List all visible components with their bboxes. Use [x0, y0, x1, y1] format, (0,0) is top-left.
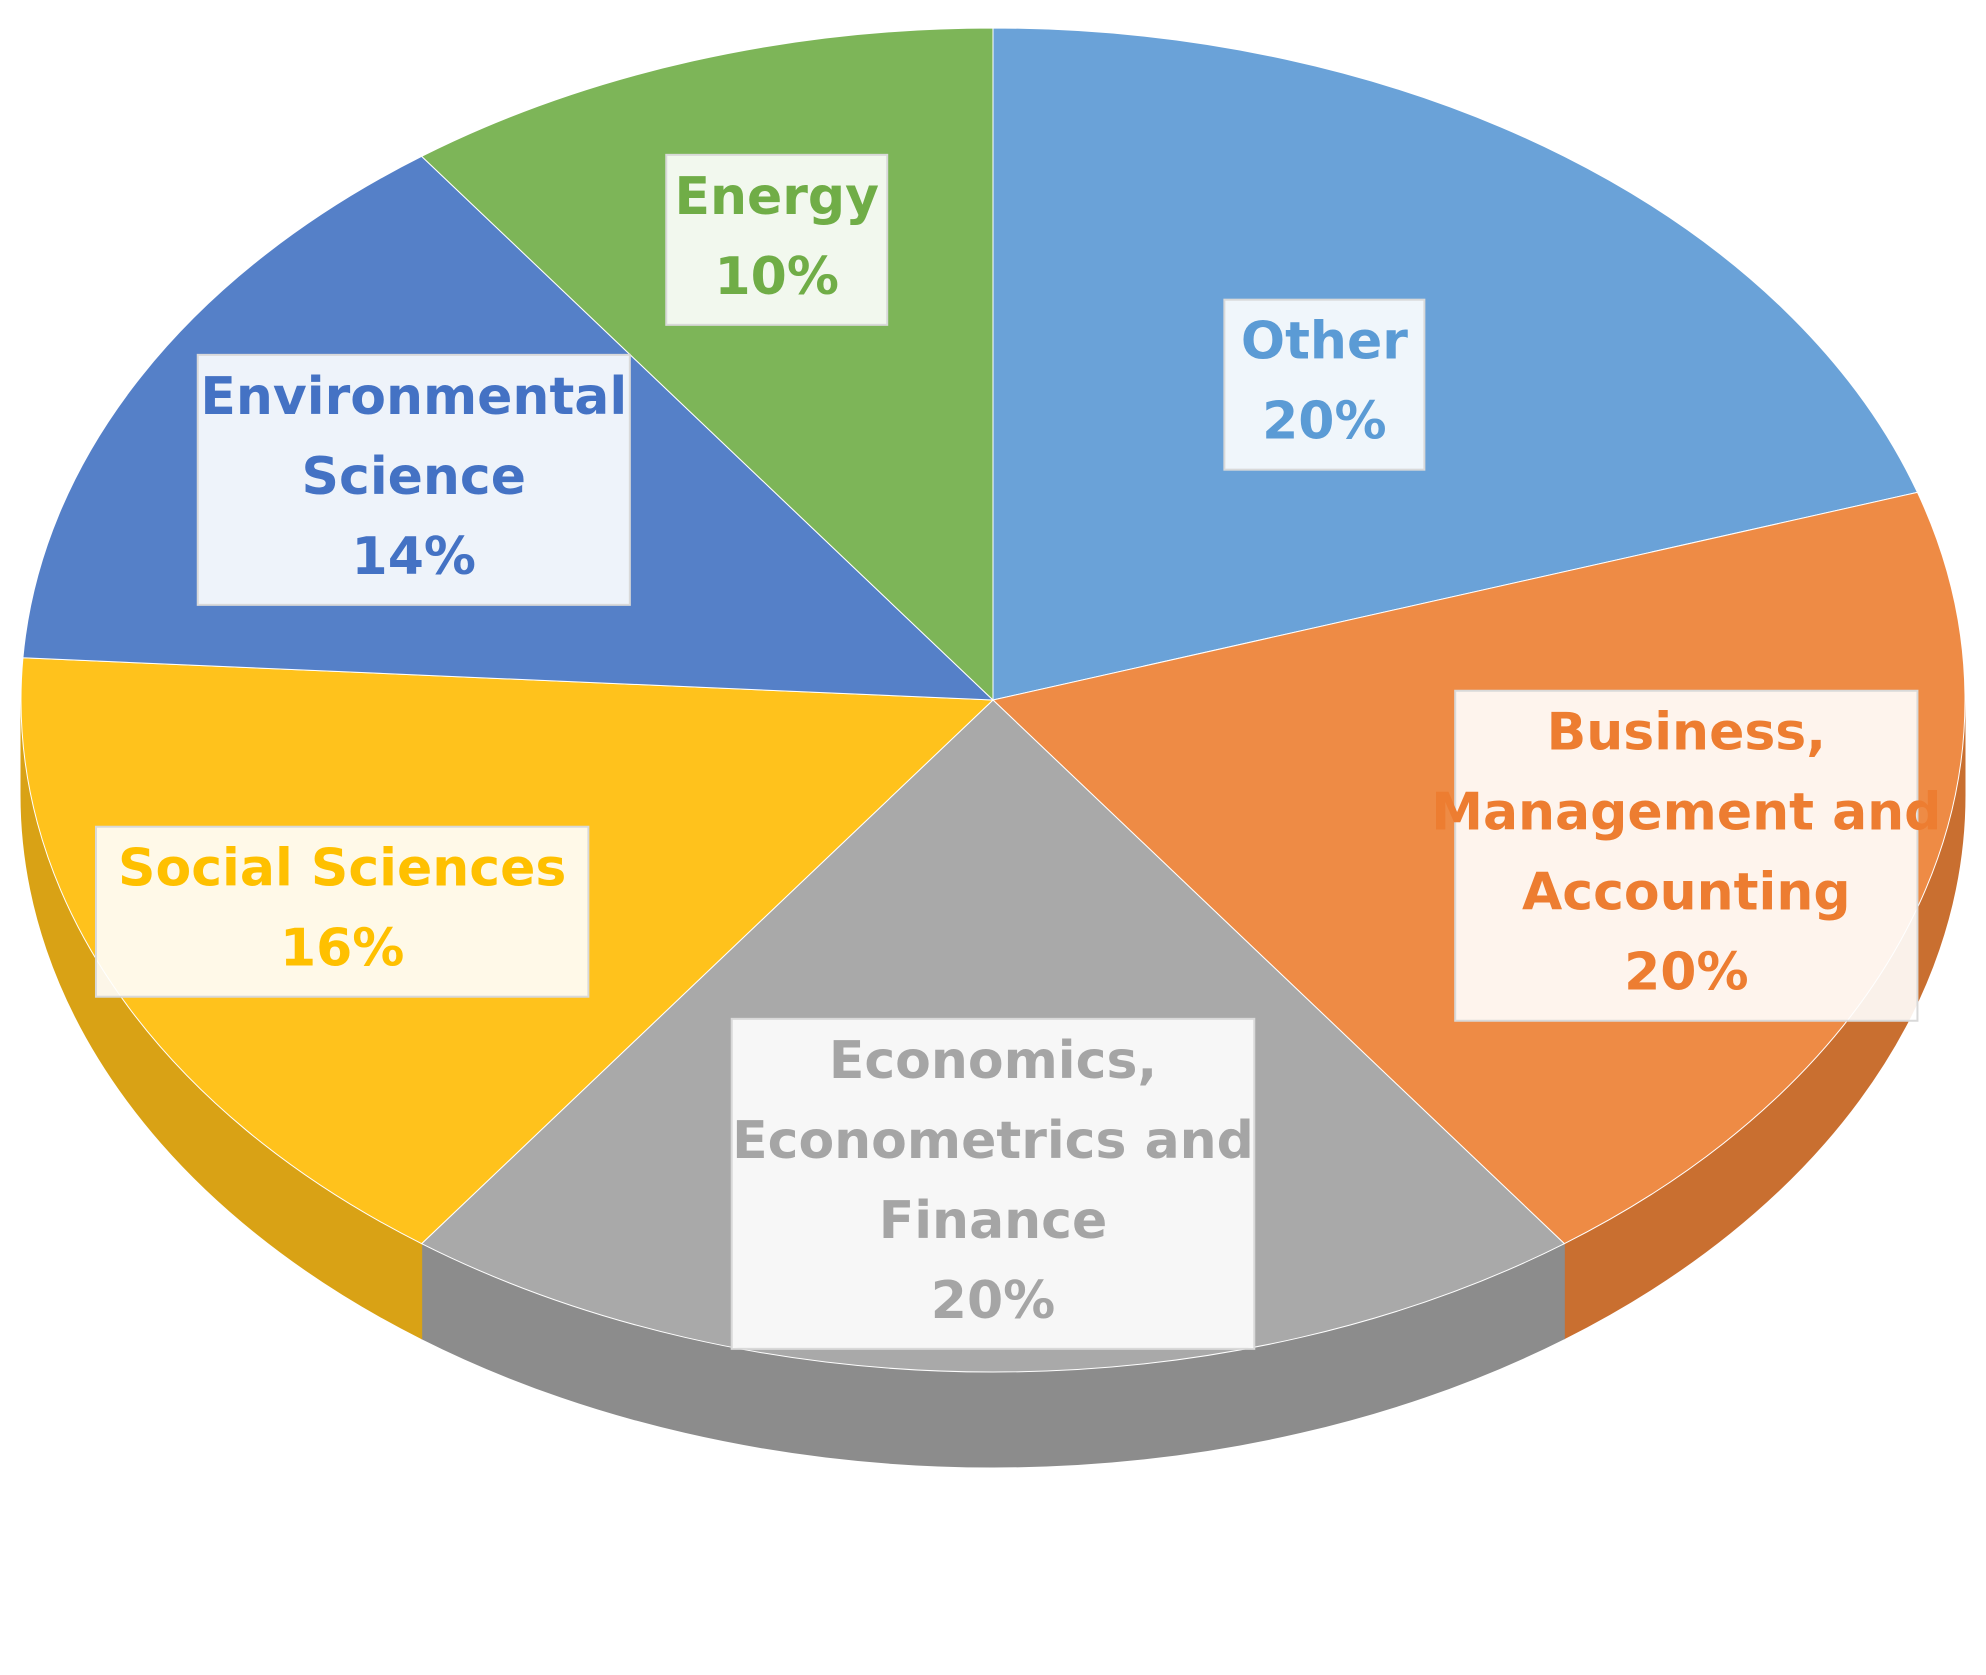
data-label-category: Finance [879, 1191, 1108, 1251]
data-label-category: Accounting [1522, 863, 1851, 923]
data-label-box [1454, 689, 1919, 1022]
data-label-value: 10% [715, 247, 839, 307]
data-label-category: Econometrics and [732, 1111, 1254, 1171]
data-label-box [730, 1017, 1256, 1350]
data-label-value: 14% [352, 527, 476, 587]
data-label-environmental-science: Environmental Science 14% [196, 353, 631, 606]
pie-labels: Other 20% Business, Management and Accountin… [94, 153, 1941, 1350]
pie-slice-other[interactable] [992, 27, 1919, 701]
data-label-economics-econometrics-and-finance: Economics, Econometrics and Finance 20% [730, 1017, 1256, 1350]
data-label-value: 20% [1262, 392, 1386, 452]
data-label-category: Management and [1431, 783, 1941, 843]
data-label-category: Environmental [200, 367, 627, 427]
data-label-value: 16% [280, 919, 404, 979]
data-label-value: 20% [1624, 943, 1748, 1003]
data-label-box [1223, 298, 1426, 471]
data-label-category: Science [302, 447, 526, 507]
data-label-other: Other 20% [1223, 298, 1426, 471]
data-label-box [665, 153, 889, 326]
data-label-category: Social Sciences [118, 839, 566, 899]
data-label-category: Business, [1547, 703, 1826, 763]
data-label-box [94, 825, 590, 998]
data-label-category: Energy [674, 167, 879, 227]
data-label-value: 20% [931, 1271, 1055, 1331]
data-label-box [196, 353, 631, 606]
data-label-energy: Energy 10% [665, 153, 889, 326]
data-label-category: Economics, [829, 1031, 1157, 1091]
data-label-category: Other [1241, 312, 1408, 372]
data-label-business-management-and-accounting: Business, Management and Accounting 20% [1431, 689, 1941, 1022]
data-label-social-sciences: Social Sciences 16% [94, 825, 590, 998]
